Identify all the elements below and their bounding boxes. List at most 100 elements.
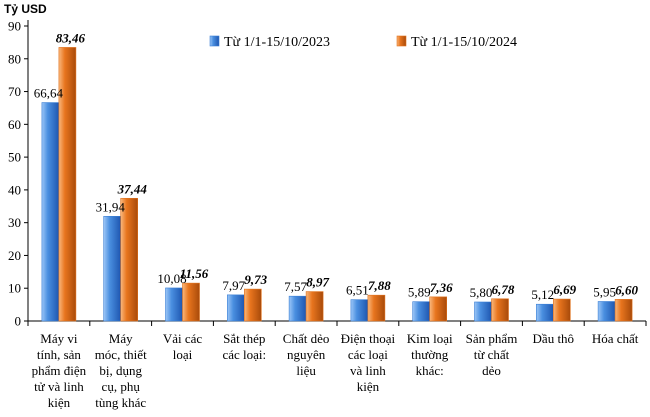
bar (597, 301, 616, 322)
data-label: 8,97 (306, 275, 329, 290)
category-label-line: Sản phẩm (466, 331, 518, 346)
category-label: Kim loại thường khác: (407, 331, 453, 378)
category-label-line: Máy (109, 331, 133, 346)
y-tick-label: 20 (8, 248, 21, 263)
bar (474, 301, 492, 322)
bar (244, 288, 262, 322)
y-tick-label: 70 (8, 84, 21, 99)
category-label-line: cụ, phụ (102, 379, 141, 394)
category-label: Điện thoại các loại và linh kiện (341, 331, 396, 394)
data-label: 37,44 (117, 181, 148, 196)
bar (120, 197, 138, 322)
data-label: 10,08 (157, 271, 186, 286)
bar (429, 296, 448, 322)
category-label: Chất dẻo nguyên liệu (283, 331, 330, 378)
category-label-line: các loại (348, 347, 388, 362)
category-label-line: Vải các (163, 331, 203, 346)
category-label-line: Chất dẻo (283, 331, 330, 346)
category-label-line: tính, sản (37, 347, 82, 362)
category-label-line: tùng khác (95, 395, 146, 410)
legend-swatch (396, 35, 407, 47)
bar (305, 291, 324, 322)
category-label-line: dẻo (482, 363, 501, 378)
category-label-line: Dầu thô (533, 331, 575, 346)
bar (165, 287, 183, 322)
data-label: 6,69 (553, 282, 576, 297)
data-label: 7,36 (430, 280, 453, 295)
category-label-line: và linh (350, 363, 386, 378)
category-label-line: Điện thoại (341, 331, 396, 346)
data-label: 5,95 (593, 284, 616, 299)
bar (535, 303, 554, 322)
legend-swatch (209, 35, 220, 47)
bars (41, 47, 633, 322)
y-tick-label: 30 (8, 215, 21, 230)
category-label-line: móc, thiết (95, 347, 147, 362)
y-tick-label: 10 (8, 281, 21, 296)
bar (182, 282, 200, 322)
y-tick-label: 90 (8, 19, 21, 34)
y-tick-label: 50 (8, 150, 21, 165)
legend-label: Từ 1/1-15/10/2023 (224, 35, 330, 50)
data-label: 7,57 (284, 279, 307, 294)
data-label: 66,64 (34, 86, 64, 101)
category-label-line: thường (411, 347, 449, 362)
category-label-line: từ chất (474, 347, 510, 362)
category-label: Dầu thô (533, 331, 575, 346)
category-label-line: các loại: (222, 347, 266, 362)
category-label: Máy móc, thiết bị, dụng cụ, phụ tùng khác (95, 331, 147, 410)
category-label-line: Kim loại (407, 331, 453, 346)
category-label-line: Máy vi (40, 331, 78, 346)
y-axis-unit-label: Tỷ USD (4, 2, 47, 16)
category-label: Máy vi tính, sản phẩm điện tử và linh kiện (32, 331, 87, 410)
category-label: Hóa chất (592, 331, 639, 346)
category-label: Sắt thép các loại: (222, 331, 266, 362)
bar (41, 102, 60, 322)
bar (614, 299, 633, 322)
y-tick-label: 80 (8, 51, 21, 66)
data-label: 7,97 (222, 278, 245, 293)
category-label-line: Sắt thép (223, 331, 265, 346)
legend: Từ 1/1-15/10/2023 Từ 1/1-15/10/2024 (209, 35, 517, 50)
data-label: 11,56 (180, 266, 209, 281)
data-label: 83,46 (56, 30, 86, 45)
data-label: 6,51 (346, 283, 369, 298)
bar (412, 301, 431, 322)
bar (350, 299, 369, 322)
category-labels: Máy vi tính, sản phẩm điện tử và linh kiệnMá… (32, 331, 639, 410)
bar (552, 298, 571, 322)
category-label-line: phẩm điện (32, 363, 87, 378)
bar (491, 298, 509, 322)
bar (58, 47, 77, 322)
data-label: 9,73 (244, 272, 267, 287)
data-label: 6,78 (492, 282, 515, 297)
y-tick-label: 60 (8, 117, 21, 132)
category-label-line: Hóa chất (592, 331, 639, 346)
data-label: 7,88 (368, 278, 391, 293)
category-label: Sản phẩm từ chất dẻo (466, 331, 518, 378)
category-label-line: kiện (48, 395, 71, 410)
y-tick-label: 40 (8, 182, 21, 197)
y-tick-label: 0 (15, 314, 22, 329)
category-label-line: loại (173, 347, 193, 362)
category-label-line: tử và linh (34, 379, 84, 394)
data-label: 6,60 (615, 282, 638, 297)
y-axis-ticks: 0 10 20 30 40 50 60 70 80 90 (8, 19, 28, 329)
bar (103, 216, 121, 322)
category-label-line: bị, dụng (99, 363, 142, 378)
category-label-line: liệu (296, 363, 316, 378)
data-label: 5,89 (408, 285, 431, 300)
bar (288, 295, 307, 322)
category-label-line: kiện (357, 379, 380, 394)
data-label: 5,12 (531, 287, 554, 302)
data-label: 5,80 (470, 285, 493, 300)
category-label: Vải các loại (163, 331, 203, 362)
category-label-line: nguyên (287, 347, 326, 362)
data-label: 31,94 (96, 199, 126, 214)
legend-label: Từ 1/1-15/10/2024 (411, 35, 517, 50)
category-label-line: khác: (416, 363, 444, 378)
bar (367, 294, 386, 322)
bar (227, 294, 245, 322)
